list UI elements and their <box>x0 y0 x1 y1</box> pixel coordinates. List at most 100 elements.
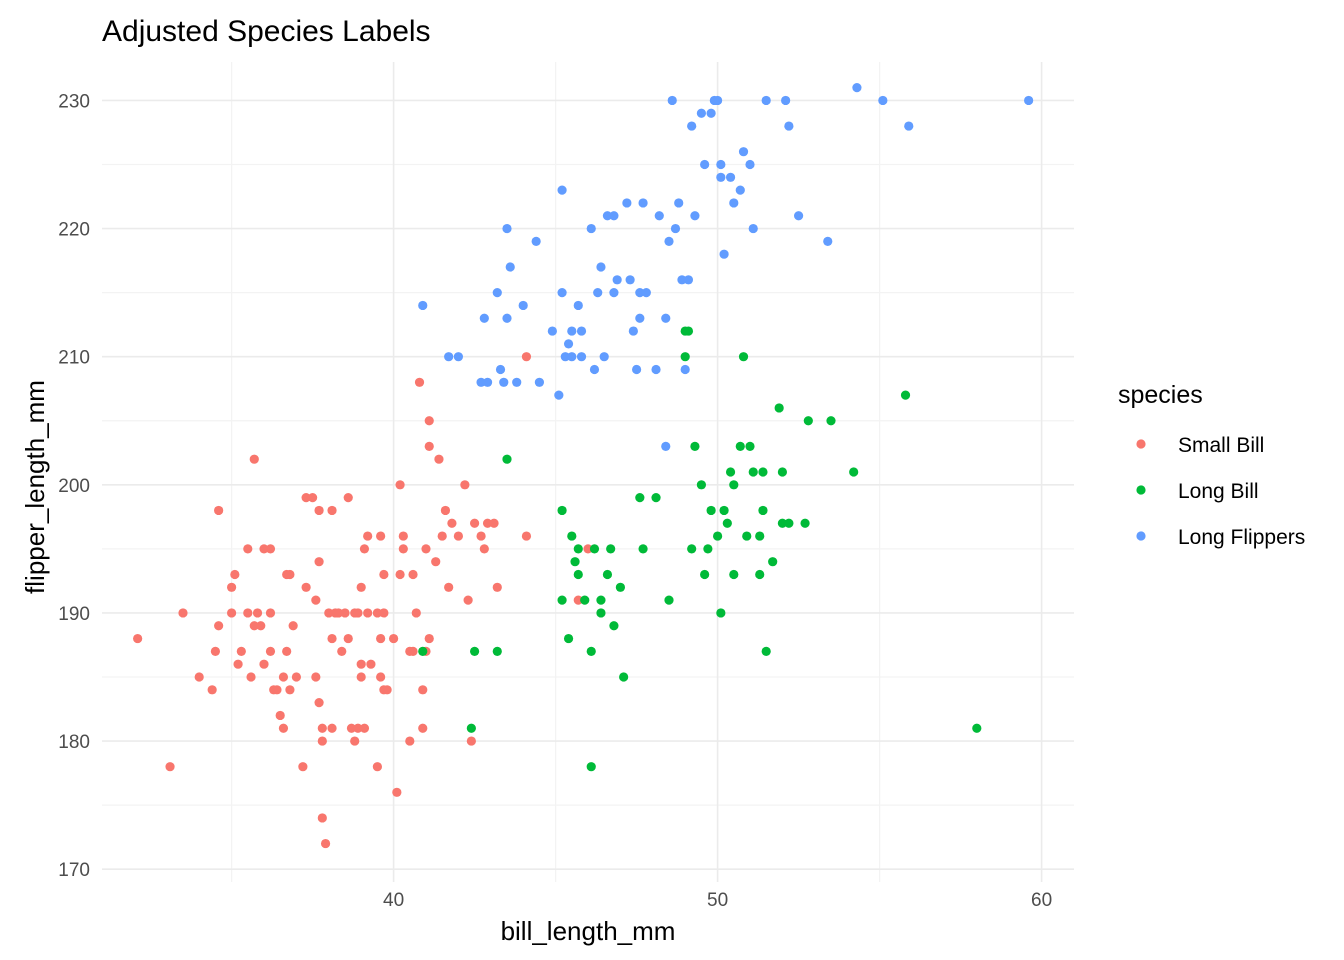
point-small-bill <box>252 608 263 618</box>
point-long-flippers <box>716 172 726 182</box>
point-small-bill <box>333 608 344 618</box>
point-long-flippers <box>674 198 684 208</box>
point-small-bill <box>282 646 292 656</box>
point-long-bill <box>738 352 749 362</box>
point-long-bill <box>557 595 567 605</box>
point-small-bill <box>444 582 454 592</box>
point-small-bill <box>356 659 366 669</box>
point-long-flippers <box>729 198 739 208</box>
point-small-bill <box>327 505 337 516</box>
point-long-flippers <box>687 121 697 131</box>
point-long-flippers <box>632 364 642 375</box>
point-long-flippers <box>444 352 454 362</box>
point-long-flippers <box>683 275 694 285</box>
point-small-bill <box>434 454 444 464</box>
point-small-bill <box>265 646 276 656</box>
point-long-flippers <box>794 211 804 221</box>
point-long-flippers <box>560 352 570 362</box>
point-small-bill <box>431 557 441 567</box>
point-long-flippers <box>781 95 791 106</box>
point-small-bill <box>363 531 373 541</box>
point-small-bill <box>314 505 324 516</box>
point-small-bill <box>314 557 324 567</box>
point-long-bill <box>774 403 784 413</box>
point-small-bill <box>466 736 476 746</box>
y-tick-label: 190 <box>58 604 90 625</box>
point-long-bill <box>729 569 739 580</box>
point-long-bill <box>470 646 480 656</box>
point-long-bill <box>615 582 626 592</box>
point-small-bill <box>382 685 392 695</box>
point-small-bill <box>521 531 532 541</box>
point-long-flippers <box>670 223 681 234</box>
legend-key-small-bill <box>1136 439 1146 449</box>
point-long-flippers <box>716 159 726 170</box>
legend: species Small Bill Long Bill Long Flippers <box>1118 381 1305 549</box>
point-small-bill <box>249 454 259 464</box>
point-long-bill <box>651 493 661 503</box>
point-long-bill <box>722 518 732 528</box>
legend-label-long-flippers: Long Flippers <box>1178 526 1305 549</box>
point-long-bill <box>589 544 600 554</box>
point-small-bill <box>476 531 486 541</box>
point-long-flippers <box>609 288 619 298</box>
point-long-bill <box>563 633 574 644</box>
data-points <box>133 83 1034 849</box>
point-long-flippers <box>852 83 862 93</box>
point-long-bill <box>418 646 428 656</box>
point-long-bill <box>687 544 697 554</box>
point-long-flippers <box>638 198 648 208</box>
point-small-bill <box>320 838 331 849</box>
point-long-bill <box>758 467 768 477</box>
point-small-bill <box>311 595 321 605</box>
point-long-flippers <box>576 352 587 362</box>
point-small-bill <box>356 582 366 592</box>
point-long-flippers <box>1024 95 1034 106</box>
point-small-bill <box>395 569 405 580</box>
point-small-bill <box>398 544 408 554</box>
point-long-bill <box>557 505 567 516</box>
point-small-bill <box>227 608 237 618</box>
point-long-bill <box>972 723 982 733</box>
point-small-bill <box>359 544 370 554</box>
point-long-bill <box>690 441 700 451</box>
point-long-flippers <box>651 364 661 375</box>
point-small-bill <box>227 582 237 592</box>
point-small-bill <box>573 595 583 605</box>
tick-labels: 40 50 60 170 180 190 200 210 220 230 <box>58 91 1052 911</box>
point-long-flippers <box>735 185 745 195</box>
point-long-bill <box>735 441 745 451</box>
point-small-bill <box>343 493 353 503</box>
y-tick-label: 230 <box>58 91 90 112</box>
point-small-bill <box>366 659 376 669</box>
point-small-bill <box>178 608 188 618</box>
point-long-bill <box>713 531 723 541</box>
point-small-bill <box>278 672 289 682</box>
x-axis-title: bill_length_mm <box>501 916 676 946</box>
point-small-bill <box>194 672 204 682</box>
point-long-bill <box>719 505 729 516</box>
point-long-bill <box>635 493 645 503</box>
point-long-flippers <box>823 236 833 246</box>
point-long-flippers <box>661 313 671 323</box>
point-small-bill <box>398 531 408 541</box>
point-long-flippers <box>492 288 502 298</box>
point-long-flippers <box>499 377 509 387</box>
point-small-bill <box>482 518 493 528</box>
point-long-bill <box>755 569 765 580</box>
legend-label-long-bill: Long Bill <box>1178 480 1259 503</box>
point-long-bill <box>784 518 794 528</box>
point-long-flippers <box>531 236 541 246</box>
point-long-bill <box>761 646 771 656</box>
point-long-bill <box>777 518 788 528</box>
point-small-bill <box>421 544 431 554</box>
point-long-flippers <box>557 288 567 298</box>
point-long-bill <box>609 621 619 631</box>
point-long-flippers <box>745 159 755 170</box>
point-small-bill <box>470 518 480 528</box>
point-long-bill <box>680 352 690 362</box>
point-long-bill <box>900 390 911 400</box>
point-small-bill <box>343 633 353 644</box>
point-small-bill <box>521 352 532 362</box>
point-long-flippers <box>502 223 512 234</box>
